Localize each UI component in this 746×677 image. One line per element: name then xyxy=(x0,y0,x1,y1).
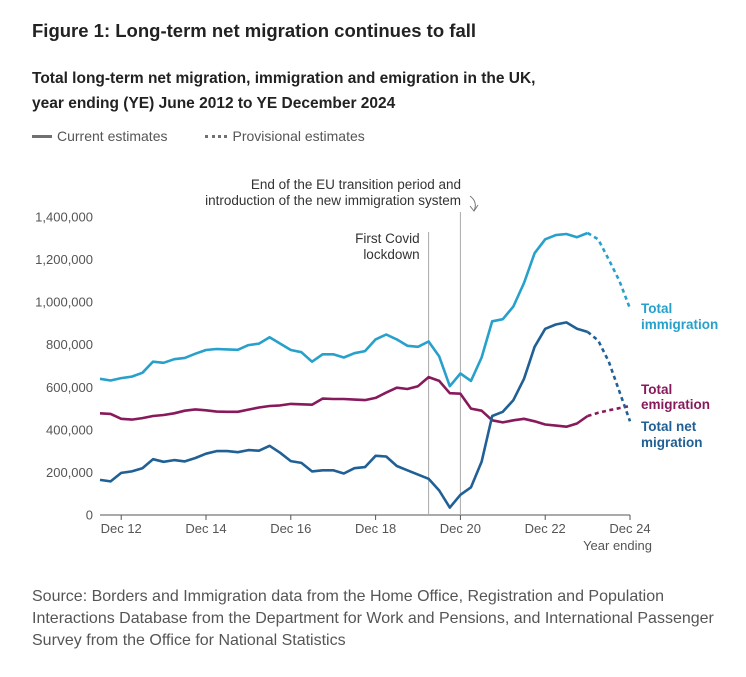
immigration-series-line xyxy=(99,231,589,388)
net-series-label: migration xyxy=(641,435,703,450)
emigration-series-label: Total xyxy=(641,382,672,397)
source-note: Source: Borders and Immigration data fro… xyxy=(32,588,714,649)
x-tick-label: Dec 20 xyxy=(440,521,481,536)
y-tick-label: 0 xyxy=(86,508,93,523)
emigration-series-line xyxy=(99,375,589,428)
y-tick-label: 400,000 xyxy=(46,422,93,437)
legend-provisional: Provisional estimates xyxy=(205,128,365,144)
legend: Current estimates Provisional estimates xyxy=(32,128,403,144)
immigration-provisional-line xyxy=(586,231,632,309)
x-axis-title: Year ending xyxy=(583,538,652,553)
y-tick-label: 1,400,000 xyxy=(35,210,93,225)
immigration-series-label: immigration xyxy=(641,317,718,332)
figure-title: Figure 1: Long-term net migration contin… xyxy=(32,20,477,41)
y-tick-label: 800,000 xyxy=(46,337,93,352)
legend-provisional-label: Provisional estimates xyxy=(232,128,365,144)
line-chart: 0 200,000 400,000 600,000 800,000 1,000,000 1,… xyxy=(35,177,718,553)
chart-subtitle: Total long-term net migration, immigrati… xyxy=(32,66,672,116)
annotation-eu-text: End of the EU transition period and xyxy=(251,177,461,192)
emigration-provisional-line xyxy=(587,404,631,418)
y-tick-label: 1,000,000 xyxy=(35,295,93,310)
annotation-covid-text: lockdown xyxy=(363,247,419,262)
x-tick-label: Dec 18 xyxy=(355,521,396,536)
x-tick-label: Dec 24 xyxy=(609,521,650,536)
subtitle-line-2: year ending (YE) June 2012 to YE Decembe… xyxy=(32,95,396,112)
annotation-covid-text: First Covid xyxy=(355,231,420,246)
net-series-line xyxy=(99,321,588,509)
y-tick-label: 200,000 xyxy=(46,465,93,480)
x-tick-label: Dec 12 xyxy=(101,521,142,536)
net-provisional-line xyxy=(586,330,632,422)
dotted-line-swatch xyxy=(205,134,228,138)
y-tick-label: 600,000 xyxy=(46,380,93,395)
x-tick-label: Dec 22 xyxy=(525,521,566,536)
x-tick-label: Dec 14 xyxy=(185,521,226,536)
y-tick-label: 1,200,000 xyxy=(35,252,93,267)
immigration-series-label: Total xyxy=(641,301,672,316)
net-series-label: Total net xyxy=(641,419,697,434)
solid-line-swatch xyxy=(32,134,52,138)
emigration-series-label: emigration xyxy=(641,397,710,412)
x-tick-label: Dec 16 xyxy=(270,521,311,536)
annotation-arrow-icon xyxy=(469,195,479,212)
legend-current: Current estimates xyxy=(32,128,167,144)
legend-current-label: Current estimates xyxy=(57,128,168,144)
annotation-eu-text: introduction of the new immigration syst… xyxy=(205,193,461,208)
subtitle-line-1: Total long-term net migration, immigrati… xyxy=(32,70,536,87)
